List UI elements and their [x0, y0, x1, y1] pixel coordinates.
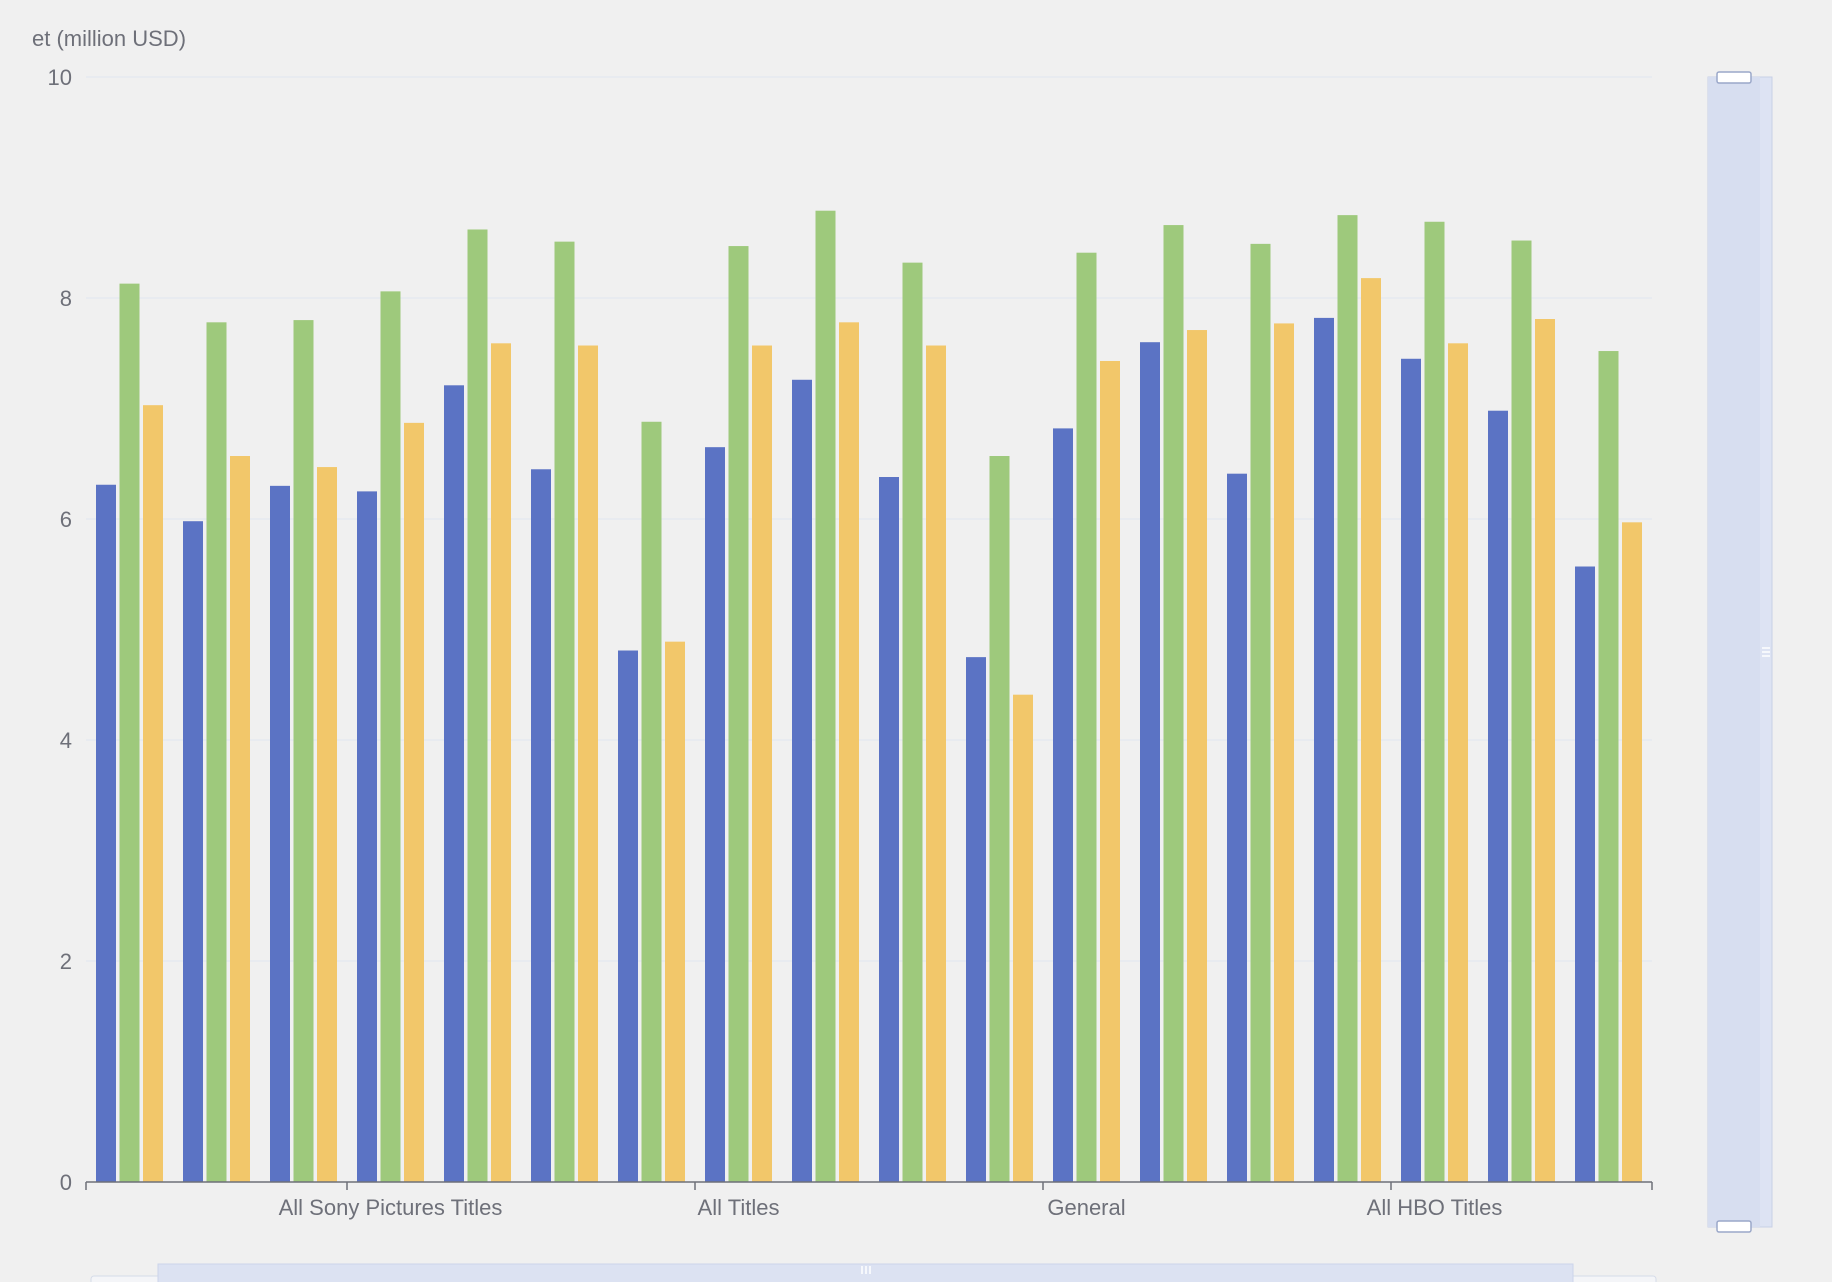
bar[interactable]: [1314, 317, 1334, 1182]
bar[interactable]: [815, 210, 836, 1182]
x-tick-label: All HBO Titles: [1367, 1195, 1503, 1220]
bar[interactable]: [119, 283, 140, 1182]
bar[interactable]: [1140, 342, 1160, 1182]
bar[interactable]: [1053, 428, 1073, 1182]
bar[interactable]: [641, 421, 662, 1182]
bar[interactable]: [230, 456, 250, 1182]
y-tick-label: 8: [60, 286, 72, 311]
bar[interactable]: [1622, 522, 1642, 1182]
x-tick-label: General: [1047, 1195, 1125, 1220]
bar[interactable]: [989, 456, 1010, 1182]
bar[interactable]: [1424, 221, 1445, 1182]
x-tick-label: All Titles: [698, 1195, 780, 1220]
bar[interactable]: [1598, 351, 1619, 1182]
bar[interactable]: [143, 405, 163, 1182]
bar[interactable]: [1511, 240, 1532, 1183]
y-tick-label: 4: [60, 728, 72, 753]
bar[interactable]: [1227, 473, 1247, 1182]
bar[interactable]: [1401, 358, 1421, 1182]
vertical-datazoom-handle-bottom[interactable]: [1716, 1220, 1752, 1233]
x-tick-label: All Sony Pictures Titles: [279, 1195, 503, 1220]
bar[interactable]: [1274, 323, 1294, 1182]
bar[interactable]: [618, 650, 638, 1183]
y-tick-label: 6: [60, 507, 72, 532]
bar[interactable]: [1535, 319, 1555, 1182]
bar[interactable]: [1187, 330, 1207, 1182]
bar[interactable]: [665, 641, 685, 1182]
bar[interactable]: [531, 469, 551, 1182]
bar[interactable]: [357, 491, 377, 1183]
bar[interactable]: [444, 385, 464, 1182]
bar[interactable]: [752, 345, 772, 1182]
bar[interactable]: [879, 477, 899, 1182]
bar[interactable]: [1100, 360, 1120, 1182]
y-tick-label: 10: [48, 65, 72, 90]
vertical-datazoom-window[interactable]: [1708, 77, 1760, 1227]
bar[interactable]: [578, 345, 598, 1182]
bar[interactable]: [1575, 566, 1595, 1182]
bar[interactable]: [1337, 215, 1358, 1183]
bar[interactable]: [183, 521, 203, 1182]
bar[interactable]: [792, 379, 812, 1182]
bar[interactable]: [1163, 225, 1184, 1182]
bar[interactable]: [1448, 343, 1468, 1182]
bar[interactable]: [317, 467, 337, 1182]
bar[interactable]: [467, 229, 488, 1183]
bar[interactable]: [380, 291, 401, 1182]
bar[interactable]: [1488, 410, 1508, 1183]
bar[interactable]: [902, 262, 923, 1182]
bar[interactable]: [206, 322, 227, 1182]
bar[interactable]: [1076, 252, 1097, 1182]
bar[interactable]: [270, 485, 290, 1183]
bar[interactable]: [1361, 278, 1381, 1182]
y-tick-label: 2: [60, 949, 72, 974]
bar[interactable]: [554, 241, 575, 1182]
bar[interactable]: [404, 422, 424, 1182]
bar[interactable]: [839, 322, 859, 1182]
bar[interactable]: [728, 246, 749, 1182]
bar[interactable]: [705, 447, 725, 1182]
bar[interactable]: [966, 657, 986, 1183]
y-tick-label: 0: [60, 1170, 72, 1195]
bar[interactable]: [491, 343, 511, 1182]
bar[interactable]: [1250, 243, 1271, 1183]
bar[interactable]: [293, 320, 314, 1183]
bar[interactable]: [926, 345, 946, 1182]
y-axis-title: et (million USD): [32, 26, 186, 51]
bar[interactable]: [96, 484, 116, 1182]
vertical-datazoom-handle-top[interactable]: [1716, 71, 1752, 84]
bar[interactable]: [1013, 694, 1033, 1182]
